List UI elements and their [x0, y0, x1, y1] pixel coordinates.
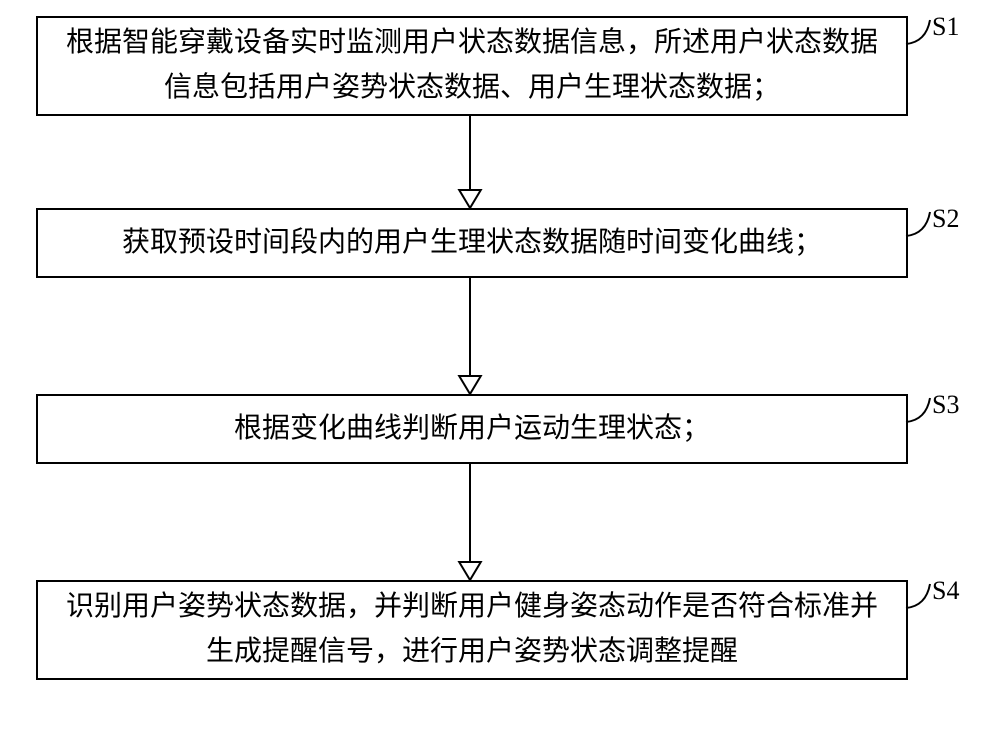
flow-arrow-s3-s4 — [0, 0, 1000, 730]
flowchart-canvas: 根据智能穿戴设备实时监测用户状态数据信息，所述用户状态数据信息包括用户姿势状态数… — [0, 0, 1000, 730]
